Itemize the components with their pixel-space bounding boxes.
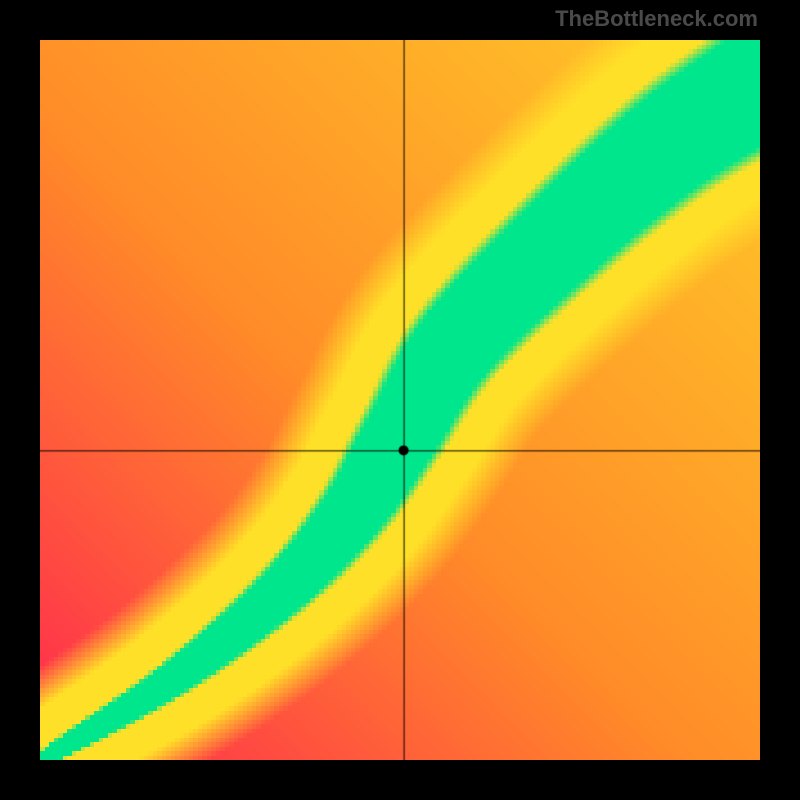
watermark-text: TheBottleneck.com <box>555 6 758 32</box>
chart-container: TheBottleneck.com <box>0 0 800 800</box>
crosshair-overlay <box>40 40 760 760</box>
